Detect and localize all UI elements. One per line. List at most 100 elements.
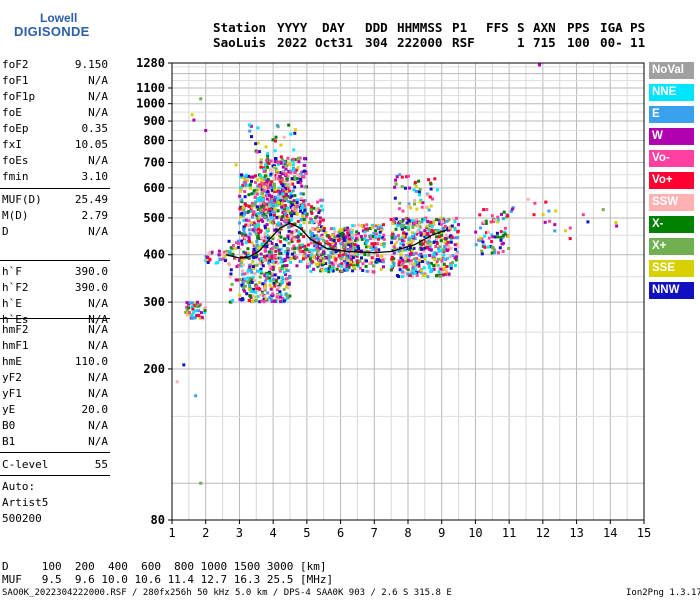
echo-point [415, 220, 419, 224]
echo-point [359, 249, 363, 253]
echo-point [478, 236, 482, 240]
echo-point [185, 301, 189, 305]
echo-point [487, 236, 491, 240]
echo-point [258, 262, 262, 266]
echo-point [318, 242, 322, 246]
echo-point [292, 244, 296, 248]
echo-point [287, 256, 291, 260]
echo-point [283, 237, 287, 241]
echo-point [227, 239, 231, 243]
echo-point [223, 254, 227, 258]
echo-point [316, 228, 320, 231]
echo-point [489, 245, 493, 249]
echo-point [248, 129, 252, 133]
echo-point [408, 273, 412, 277]
echo-point [295, 211, 299, 215]
echo-point [449, 234, 452, 238]
echo-point [287, 200, 291, 204]
echo-point [241, 263, 245, 267]
echo-point [268, 241, 271, 245]
echo-point [308, 264, 312, 268]
echo-point [265, 192, 269, 196]
echo-point [495, 231, 499, 235]
param-row: hmF1 N/A [2, 338, 108, 353]
echo-point [421, 260, 425, 263]
echo-point [402, 274, 406, 278]
echo-point [283, 210, 287, 214]
echo-point [251, 228, 255, 232]
echo-point [327, 254, 331, 258]
echo-point [280, 194, 284, 198]
echo-point [396, 222, 400, 225]
echo-point [501, 217, 505, 221]
echo-point [273, 185, 277, 189]
echo-point [312, 206, 316, 210]
echo-point [426, 193, 430, 197]
echo-point [247, 204, 251, 208]
echo-point [298, 250, 302, 254]
echo-point [304, 214, 308, 218]
echo-point [246, 251, 250, 255]
echo-point [381, 260, 385, 264]
echo-point [346, 231, 350, 235]
echo-point [427, 247, 431, 251]
echo-point [431, 197, 434, 201]
echo-point [199, 97, 203, 101]
echo-point [243, 190, 247, 193]
header-label-11: PS [630, 20, 646, 35]
echo-point [364, 264, 368, 268]
echo-point [496, 215, 500, 219]
echo-point [402, 224, 406, 227]
echo-point [479, 226, 482, 230]
echo-point [251, 260, 255, 264]
echo-point [310, 211, 314, 215]
x-tick-label: 2 [202, 526, 209, 540]
echo-point [258, 300, 262, 304]
echo-point [207, 251, 211, 255]
echo-point [346, 236, 350, 240]
echo-point [246, 280, 250, 284]
echo-point [369, 234, 373, 238]
echo-point [324, 262, 328, 265]
echo-point [293, 251, 297, 254]
echo-point [295, 255, 299, 259]
echo-point [190, 316, 194, 320]
echo-point [412, 252, 416, 256]
echo-point [407, 222, 411, 226]
echo-point [353, 224, 356, 228]
echo-point [267, 234, 271, 238]
param-name: h`Es [2, 313, 29, 326]
echo-point [394, 180, 398, 184]
echo-point [382, 223, 385, 227]
echo-point [349, 227, 353, 231]
param-row: yF2 N/A [2, 370, 108, 385]
echo-point [360, 237, 364, 241]
echo-point [347, 253, 351, 257]
echo-point [265, 223, 269, 227]
echo-point [267, 250, 271, 254]
echo-point [262, 167, 266, 171]
echo-point [188, 313, 192, 316]
param-value: N/A [88, 371, 108, 384]
param-name: h`E [2, 297, 22, 310]
echo-point [295, 229, 298, 233]
echo-point [319, 257, 322, 261]
param-name: hmE [2, 355, 22, 368]
echo-point [568, 226, 572, 230]
echo-point [262, 209, 266, 213]
echo-point [441, 227, 445, 231]
echo-point [306, 243, 310, 247]
echo-point [272, 182, 276, 186]
echo-point [332, 239, 336, 243]
echo-point [438, 245, 442, 249]
echo-point [229, 246, 233, 250]
echo-point [190, 113, 194, 117]
echo-point [290, 194, 294, 198]
echo-point [253, 195, 257, 199]
echo-point [293, 185, 297, 189]
echo-point [252, 210, 256, 214]
echo-point [291, 159, 295, 163]
echo-point [400, 227, 404, 231]
echo-point [268, 276, 272, 280]
echo-point [435, 188, 439, 192]
